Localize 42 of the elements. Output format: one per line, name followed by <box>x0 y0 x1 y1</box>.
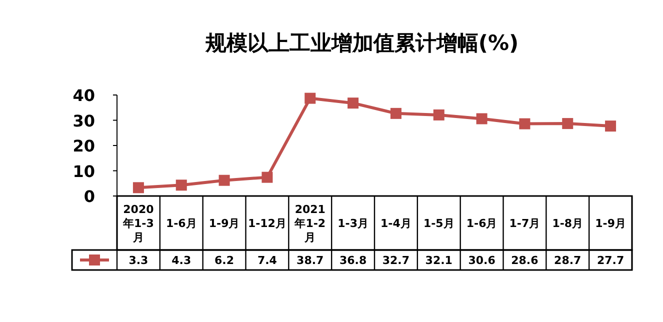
point <box>304 92 316 104</box>
data-label: 32.7 <box>382 254 410 267</box>
x-tick-label: 1-8月 <box>552 217 584 230</box>
x-tick-label: 1-6月 <box>166 217 197 230</box>
y-tick-label: 0 <box>84 187 95 206</box>
x-tick-label: 1-12月 <box>248 217 286 230</box>
y-tick-label: 40 <box>72 86 95 105</box>
point <box>262 172 273 183</box>
y-tick-label: 10 <box>72 162 95 181</box>
y-tick-label: 20 <box>72 136 95 156</box>
data-label: 27.7 <box>596 254 624 267</box>
x-tick-label: 1-7月 <box>509 217 540 230</box>
data-label: 36.8 <box>339 254 367 267</box>
point <box>605 120 616 132</box>
data-label: 32.1 <box>425 254 452 267</box>
x-tick-label: 1-6月 <box>466 217 498 230</box>
x-tick-label: 2021年1-2月 <box>294 203 326 244</box>
data-label: 30.6 <box>468 254 496 267</box>
data-label: 38.7 <box>296 254 324 267</box>
point <box>433 109 444 120</box>
data-label: 28.6 <box>511 254 539 267</box>
chart-title: 规模以上工业增加值累计增幅(%) <box>204 31 519 55</box>
point <box>390 108 402 119</box>
data-label: 4.3 <box>172 254 192 267</box>
data-label: 6.2 <box>214 254 234 267</box>
data-label: 3.3 <box>128 254 148 267</box>
y-tick-label: 30 <box>72 111 95 130</box>
x-tick-label: 1-3月 <box>338 217 368 230</box>
data-label: 7.4 <box>257 254 278 267</box>
x-tick-label: 2020年1-3月 <box>122 203 154 244</box>
x-tick-label: 1-4月 <box>380 217 412 230</box>
point <box>519 118 530 130</box>
x-tick-label: 1-9月 <box>208 217 240 230</box>
x-tick-label: 1-5月 <box>423 217 454 230</box>
data-label: 28.7 <box>554 254 582 267</box>
x-tick-label: 1-9月 <box>595 217 626 230</box>
point <box>176 180 187 191</box>
point <box>218 174 230 186</box>
point <box>476 113 488 124</box>
point <box>348 98 359 109</box>
point <box>562 118 574 130</box>
point <box>132 182 144 194</box>
